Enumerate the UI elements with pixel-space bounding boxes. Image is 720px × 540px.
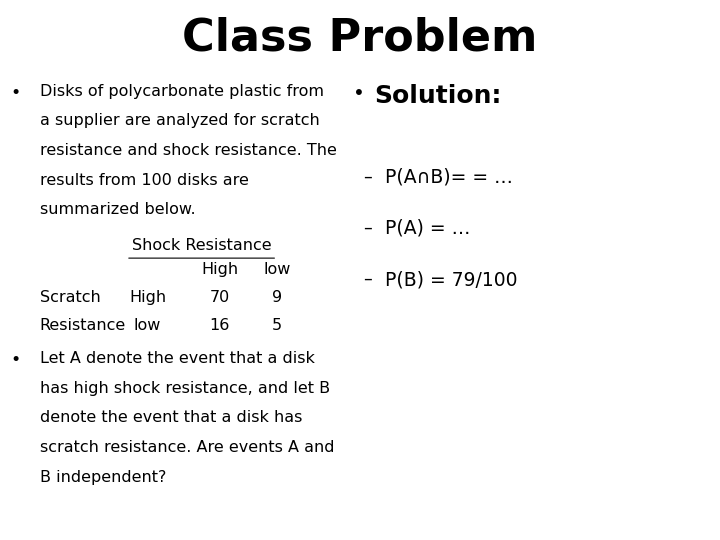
Text: Class Problem: Class Problem bbox=[182, 16, 538, 59]
Text: denote the event that a disk has: denote the event that a disk has bbox=[40, 410, 302, 426]
Text: –: – bbox=[364, 167, 372, 185]
Text: Let A denote the event that a disk: Let A denote the event that a disk bbox=[40, 351, 315, 366]
Text: •: • bbox=[11, 84, 21, 102]
Text: Solution:: Solution: bbox=[374, 84, 502, 107]
Text: Resistance: Resistance bbox=[40, 319, 126, 333]
Text: results from 100 disks are: results from 100 disks are bbox=[40, 173, 248, 188]
Text: P(B) = 79/100: P(B) = 79/100 bbox=[385, 270, 518, 289]
Text: Disks of polycarbonate plastic from: Disks of polycarbonate plastic from bbox=[40, 84, 323, 99]
Text: High: High bbox=[129, 290, 166, 305]
Text: 70: 70 bbox=[210, 290, 230, 305]
Text: has high shock resistance, and let B: has high shock resistance, and let B bbox=[40, 381, 330, 396]
Text: Shock Resistance: Shock Resistance bbox=[132, 238, 271, 253]
Text: –: – bbox=[364, 270, 372, 288]
Text: –: – bbox=[364, 219, 372, 237]
Text: 16: 16 bbox=[210, 319, 230, 333]
Text: Scratch: Scratch bbox=[40, 290, 100, 305]
Text: a supplier are analyzed for scratch: a supplier are analyzed for scratch bbox=[40, 113, 320, 129]
Text: P(A∩B)= = …: P(A∩B)= = … bbox=[385, 167, 513, 186]
Text: low: low bbox=[264, 262, 291, 277]
Text: resistance and shock resistance. The: resistance and shock resistance. The bbox=[40, 143, 336, 158]
Text: summarized below.: summarized below. bbox=[40, 202, 195, 218]
Text: High: High bbox=[201, 262, 238, 277]
Text: low: low bbox=[134, 319, 161, 333]
Text: •: • bbox=[11, 351, 21, 369]
Text: scratch resistance. Are events A and: scratch resistance. Are events A and bbox=[40, 440, 334, 455]
Text: B independent?: B independent? bbox=[40, 470, 166, 485]
Text: 9: 9 bbox=[272, 290, 282, 305]
Text: P(A) = …: P(A) = … bbox=[385, 219, 471, 238]
Text: 5: 5 bbox=[272, 319, 282, 333]
Text: •: • bbox=[353, 84, 364, 103]
